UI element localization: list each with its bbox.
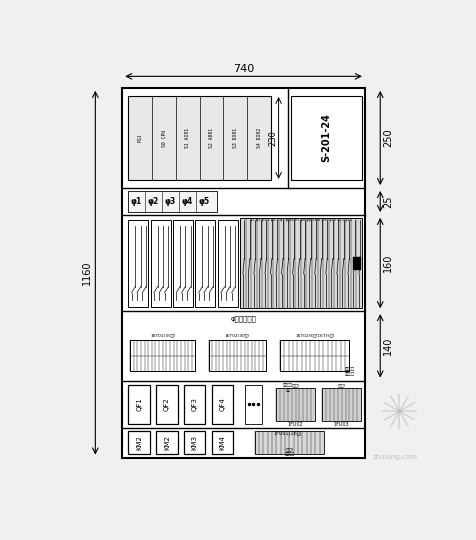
- Text: 16T01(35个): 16T01(35个): [150, 333, 175, 338]
- Text: QF2: QF2: [164, 397, 170, 411]
- Text: φ4: φ4: [181, 197, 193, 206]
- Bar: [129, 385, 150, 423]
- Text: S3 DO01: S3 DO01: [233, 128, 238, 148]
- Text: 1160: 1160: [82, 260, 92, 285]
- Text: QF1: QF1: [136, 397, 142, 411]
- Bar: [130, 340, 196, 372]
- Text: 230: 230: [268, 130, 277, 146]
- Text: QF3: QF3: [192, 397, 198, 411]
- Text: 16T02(6个)16T(5个): 16T02(6个)16T(5个): [295, 333, 335, 338]
- Text: 250: 250: [383, 129, 393, 147]
- Text: (备个): (备个): [291, 383, 300, 387]
- Text: (备个)
不够描述: (备个) 不够描述: [284, 447, 294, 456]
- Bar: [196, 220, 216, 307]
- Text: 不够描述
不够描述: 不够描述 不够描述: [345, 367, 355, 376]
- Text: 16T02(30个): 16T02(30个): [225, 333, 250, 338]
- Text: 1FU02: 1FU02: [288, 422, 303, 427]
- Text: zhulong.com: zhulong.com: [373, 455, 418, 461]
- Text: S1 AI01: S1 AI01: [185, 128, 190, 148]
- Text: 140: 140: [383, 336, 393, 355]
- Bar: [173, 220, 193, 307]
- Bar: [322, 388, 361, 421]
- Text: QF4: QF4: [219, 397, 226, 411]
- Text: PS1: PS1: [138, 133, 143, 142]
- Text: φ中接线端子: φ中接线端子: [231, 315, 257, 322]
- Bar: [129, 96, 271, 180]
- Text: S4 DO02: S4 DO02: [257, 128, 261, 148]
- Text: φ1 φ2 φ3-4 φ5-6 φ7 φptcm1 φ8 φptcm4 φ9c φ10 φ11 φ12: φ1 φ2 φ3-4 φ5-6 φ7 φptcm1 φ8 φptcm4 φ9c …: [250, 218, 352, 222]
- Text: φ5: φ5: [198, 197, 209, 206]
- Text: φ2: φ2: [148, 197, 159, 206]
- Bar: [212, 385, 233, 423]
- Bar: [280, 340, 349, 372]
- Text: S2 A001: S2 A001: [209, 128, 214, 148]
- Text: KM2: KM2: [164, 435, 170, 450]
- Text: KM2: KM2: [136, 435, 142, 450]
- Bar: [218, 220, 238, 307]
- Bar: [129, 191, 217, 212]
- Bar: [184, 385, 206, 423]
- Bar: [156, 431, 178, 455]
- Text: S-201-24: S-201-24: [321, 113, 331, 163]
- Text: (备个): (备个): [337, 383, 346, 387]
- Text: S0 CPU: S0 CPU: [161, 129, 167, 146]
- Bar: [156, 385, 178, 423]
- Text: 160: 160: [383, 254, 393, 272]
- Text: 1FU03: 1FU03: [334, 422, 349, 427]
- Bar: [246, 385, 262, 423]
- Text: 25: 25: [383, 195, 393, 208]
- Bar: [212, 431, 233, 455]
- Bar: [240, 218, 362, 308]
- Bar: [255, 431, 324, 455]
- Text: 740: 740: [233, 64, 254, 74]
- Bar: [291, 96, 362, 180]
- Bar: [129, 220, 149, 307]
- Text: KM4: KM4: [219, 435, 226, 450]
- Bar: [208, 340, 266, 372]
- Text: 不够描述
备許: 不够描述 备許: [283, 383, 293, 392]
- Bar: [276, 388, 315, 421]
- Bar: [122, 88, 365, 457]
- Bar: [184, 431, 206, 455]
- Text: φ3: φ3: [164, 197, 176, 206]
- Text: φ1: φ1: [130, 197, 142, 206]
- Bar: [151, 220, 171, 307]
- Text: 1FU01(16个): 1FU01(16个): [274, 430, 302, 436]
- Bar: [353, 257, 361, 269]
- Bar: [129, 431, 150, 455]
- Text: KM3: KM3: [192, 435, 198, 450]
